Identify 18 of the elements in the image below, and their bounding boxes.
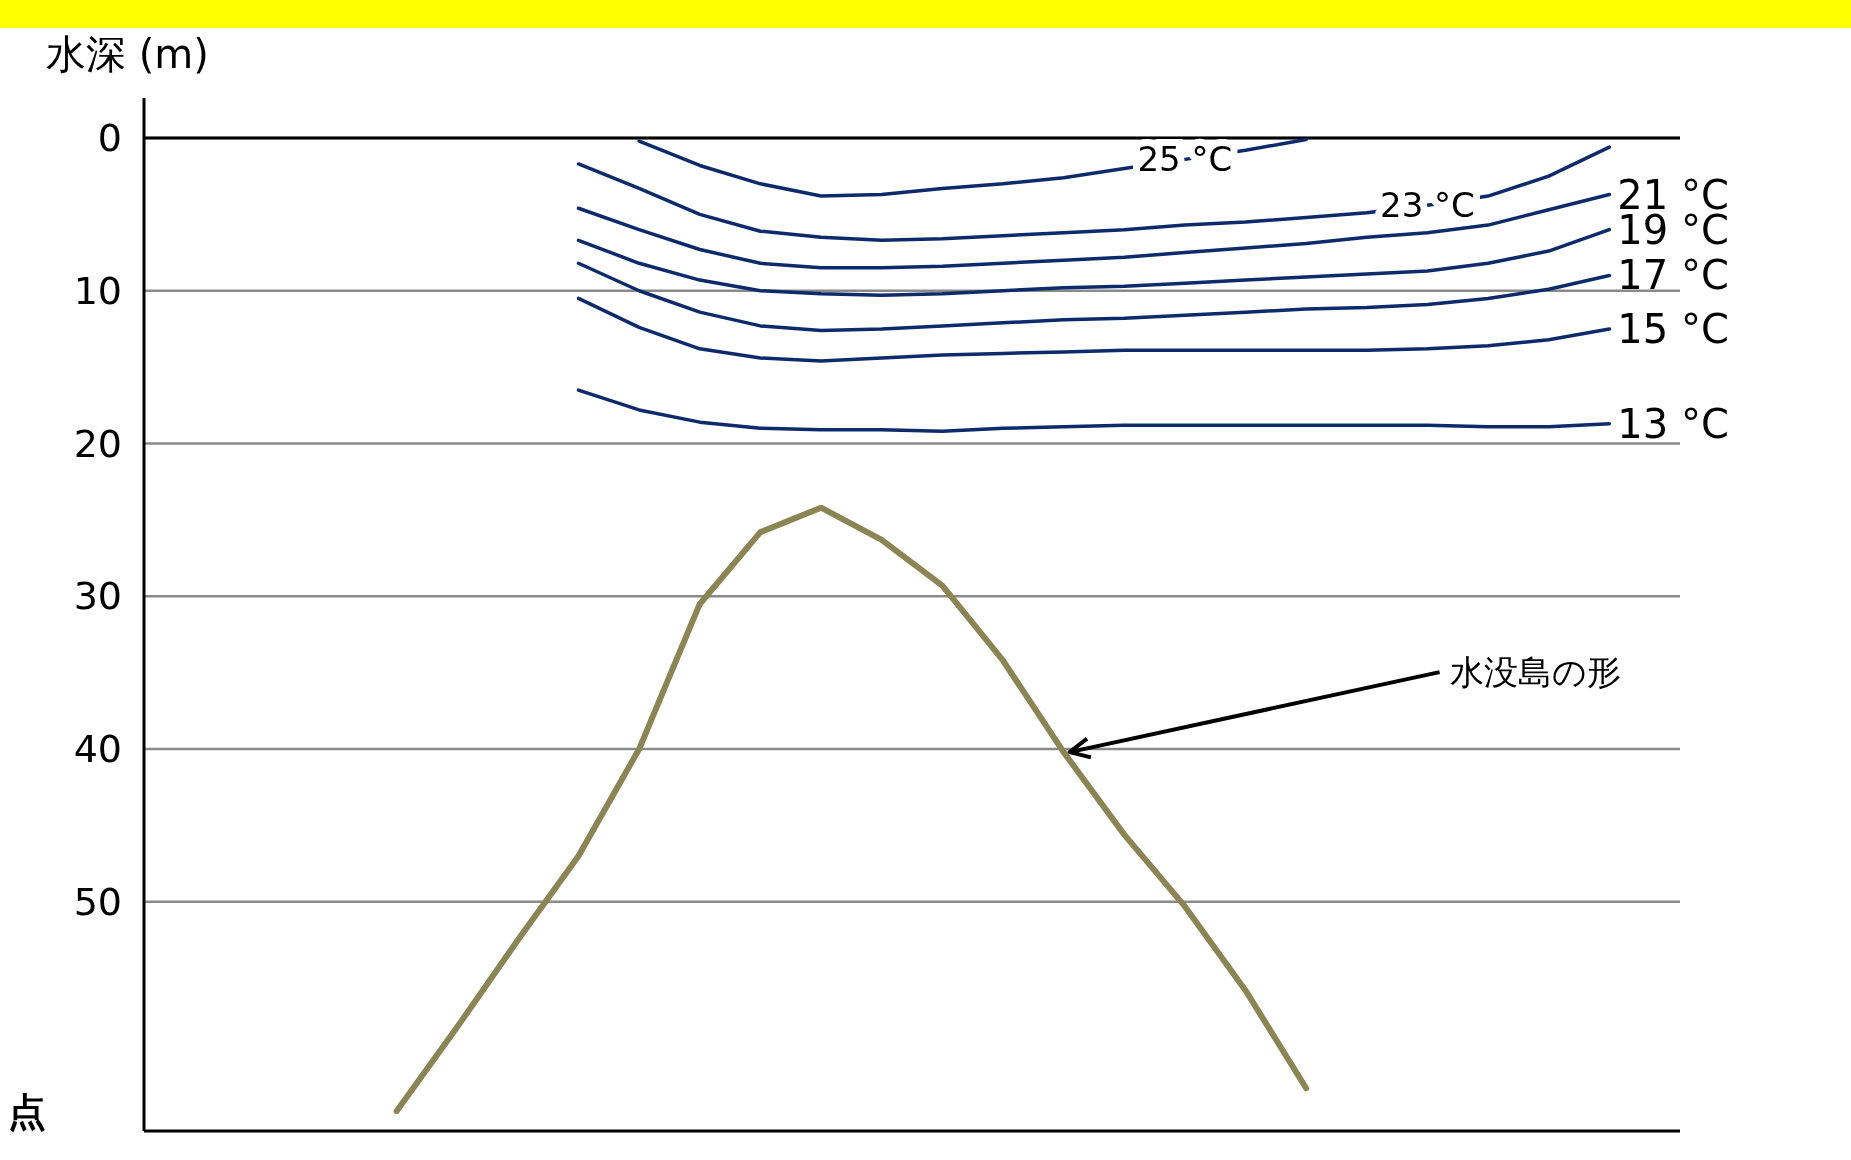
y-tick-label: 20: [73, 421, 122, 466]
series-label: 17 °C: [1617, 252, 1729, 299]
y-axis-title: 水深 (m): [46, 31, 209, 77]
y-tick-label: 10: [73, 268, 122, 313]
line-series: [576, 261, 1612, 333]
annotation: 水没島の形: [1449, 652, 1621, 693]
line-series: [576, 296, 1612, 363]
series-label: 13 °C: [1617, 400, 1729, 447]
line-series: [576, 227, 1612, 298]
y-tick-label: 0: [97, 116, 122, 160]
line-series: [576, 388, 1612, 434]
x-axis-title: 点: [8, 1090, 46, 1134]
y-tick-label: 50: [73, 879, 122, 924]
line-series: [576, 192, 1612, 270]
y-tick-label: 30: [73, 574, 122, 619]
series-label: 15 °C: [1617, 305, 1729, 352]
line-series: [576, 145, 1612, 243]
y-tick-label: 40: [73, 727, 122, 772]
